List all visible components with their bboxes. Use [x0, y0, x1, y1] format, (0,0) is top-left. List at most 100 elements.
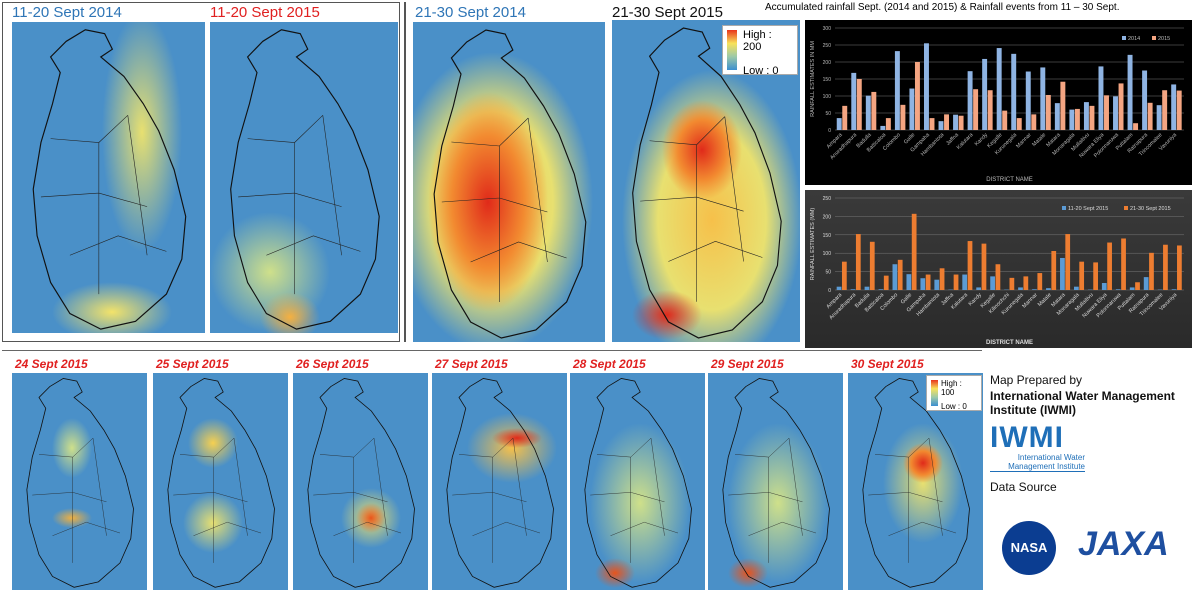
data-source-label: Data Source: [990, 480, 1057, 494]
bar-2015: [885, 118, 891, 130]
bar-11-20-Sept-2015: [990, 276, 995, 290]
map-21-30-sept-2014: [413, 22, 605, 342]
daily-rainfall-map: [432, 373, 567, 590]
bar-11-20-Sept-2015: [906, 274, 912, 290]
bar-11-20-Sept-2015: [976, 287, 982, 290]
bar-21-30-Sept-2015: [995, 264, 1001, 290]
iwmi-logo-text: IWMI: [990, 421, 1064, 454]
org-name: International Water Management Institute…: [990, 389, 1175, 417]
y-tick-label: 50: [825, 111, 831, 117]
bar-2014: [1025, 71, 1031, 130]
accumulated-rainfall-chart: 050100150200250300AmparaAnuradhapuraBadu…: [805, 20, 1192, 185]
bar-11-20-Sept-2015: [892, 264, 898, 290]
bar-2015: [1002, 110, 1008, 130]
bar-11-20-Sept-2015: [864, 286, 870, 290]
bar-2014: [1098, 66, 1104, 130]
legend-200: High : 200 Low : 0: [722, 25, 798, 77]
bar-21-30-Sept-2015: [1177, 245, 1182, 290]
daily-map-title: 27 Sept 2015: [435, 357, 508, 371]
y-tick-label: 100: [823, 251, 832, 257]
map-11-20-sept-2015: [210, 22, 398, 333]
bar-21-30-Sept-2015: [1163, 244, 1168, 290]
bar-11-20-Sept-2015: [1115, 289, 1121, 290]
bar-21-30-Sept-2015: [1023, 276, 1029, 290]
bar-2015: [1133, 123, 1139, 130]
bar-2015: [1118, 83, 1124, 130]
x-tick-label: Matale: [1031, 132, 1047, 148]
bar-2014: [1127, 54, 1133, 130]
bar-2015: [973, 89, 979, 130]
map-title-21-30-sept-2015: 21-30 Sept 2015: [612, 4, 723, 21]
bar-11-20-Sept-2015: [836, 286, 842, 290]
bar-2015: [987, 90, 993, 130]
bar-21-30-Sept-2015: [1009, 277, 1015, 290]
legend-100: High : 100 Low : 0: [926, 375, 982, 411]
bar-11-20-Sept-2015: [920, 278, 926, 290]
y-tick-label: 150: [823, 233, 832, 239]
bar-2015: [958, 115, 964, 130]
y-axis-label: RAINFALL ESTIMATES (MM): [810, 208, 816, 281]
y-tick-label: 50: [825, 270, 831, 276]
bar-2014: [1040, 67, 1046, 130]
bar-11-20-Sept-2015: [1046, 288, 1051, 290]
x-tick-label: Kalutara: [950, 292, 969, 311]
bar-2015: [1074, 108, 1080, 130]
bar-21-30-Sept-2015: [1051, 250, 1057, 290]
prepared-by-label: Map Prepared by: [990, 373, 1083, 387]
daily-map-title: 29 Sept 2015: [711, 357, 784, 371]
legend-low-label: Low : 0: [941, 402, 967, 411]
bar-21-30-Sept-2015: [925, 274, 931, 290]
bar-2014: [1171, 84, 1177, 130]
bar-11-20-Sept-2015: [850, 289, 856, 290]
bar-2015: [1104, 95, 1109, 130]
bar-2014: [982, 58, 988, 130]
bar-2015: [1016, 118, 1022, 130]
bar-2014: [1142, 70, 1148, 130]
legend-high-label: High : 200: [743, 29, 772, 53]
daily-map-title: 28 Sept 2015: [573, 357, 646, 371]
y-tick-label: 300: [823, 26, 832, 32]
bar-11-20-Sept-2015: [1060, 257, 1065, 290]
charts-title: Accumulated rainfall Sept. (2014 and 201…: [765, 2, 1120, 13]
y-tick-label: 0: [828, 128, 831, 134]
bar-2015: [944, 114, 950, 130]
bar-2015: [1060, 81, 1066, 130]
bar-21-30-Sept-2015: [953, 274, 959, 290]
y-tick-label: 250: [823, 196, 832, 202]
bar-11-20-Sept-2015: [1143, 277, 1149, 290]
map-title-11-20-sept-2015: 11-20 Sept 2015: [210, 4, 320, 21]
legend-entry: 2014: [1128, 36, 1140, 42]
bar-2014: [894, 51, 900, 130]
bar-21-30-Sept-2015: [1135, 282, 1140, 290]
bar-11-20-Sept-2015: [934, 279, 940, 290]
map-title-11-20-sept-2014: 11-20 Sept 2014: [12, 4, 122, 21]
x-axis-label: DISTRICT NAME: [986, 177, 1033, 183]
top-left-panel: [2, 2, 400, 342]
bar-2015: [914, 62, 920, 130]
x-tick-label: Mannar: [1015, 132, 1033, 150]
daily-rainfall-map: [12, 373, 147, 590]
bar-21-30-Sept-2015: [967, 241, 973, 290]
x-tick-label: Mannar: [1021, 292, 1039, 310]
daily-map-title: 26 Sept 2015: [296, 357, 369, 371]
bar-2014: [1054, 103, 1060, 130]
nasa-logo-text: NASA: [1010, 540, 1048, 555]
bar-2015: [856, 79, 862, 130]
bar-21-30-Sept-2015: [841, 261, 847, 290]
daily-rainfall-map: [708, 373, 843, 590]
legend-entry: 2015: [1158, 36, 1170, 42]
legend-swatch: [1122, 36, 1126, 40]
bar-21-30-Sept-2015: [855, 234, 861, 290]
map-21-30-sept-2015: High : 200 Low : 0: [612, 20, 800, 342]
daily-map-title: 25 Sept 2015: [156, 357, 229, 371]
daily-map-title: 24 Sept 2015: [15, 357, 88, 371]
bar-21-30-Sept-2015: [1093, 262, 1099, 290]
daily-rainfall-map: [293, 373, 428, 590]
bar-2015: [1162, 90, 1168, 130]
bar-2014: [1113, 96, 1118, 130]
bar-21-30-Sept-2015: [1121, 238, 1126, 290]
bar-2015: [1147, 102, 1153, 130]
bar-2014: [938, 121, 944, 130]
bar-21-30-Sept-2015: [911, 213, 917, 290]
bar-11-20-Sept-2015: [962, 274, 968, 290]
